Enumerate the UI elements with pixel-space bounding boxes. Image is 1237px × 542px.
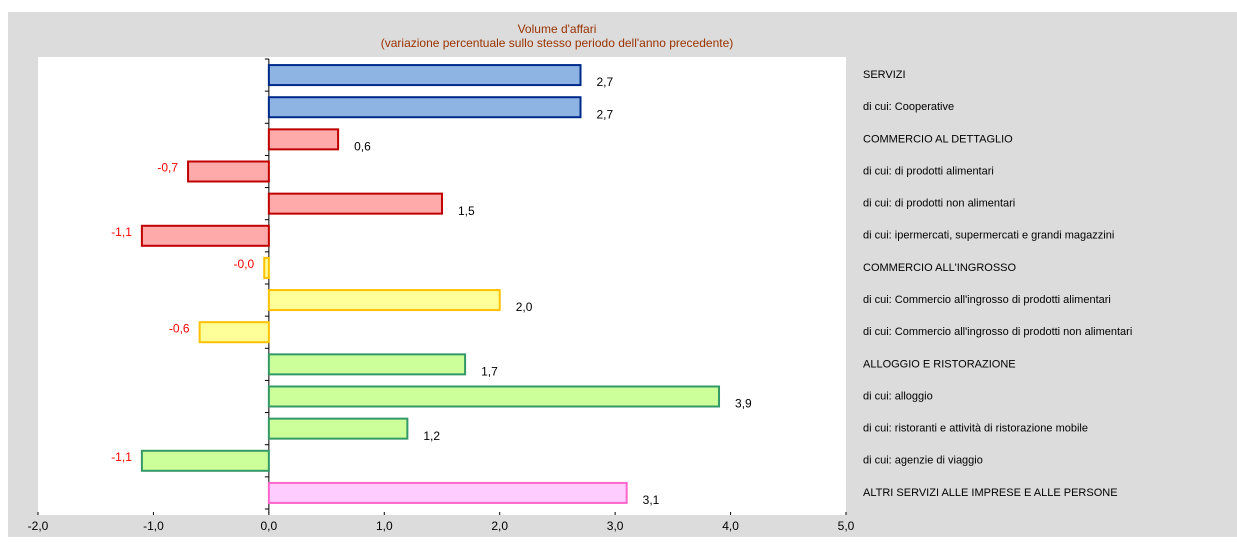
bar xyxy=(267,192,443,215)
bar xyxy=(198,321,270,344)
category-label: di cui: Commercio all'ingrosso di prodot… xyxy=(863,294,1111,306)
bar xyxy=(267,128,340,151)
x-tick-label: 0,0 xyxy=(261,519,278,533)
value-label: 1,5 xyxy=(458,204,475,218)
chart-title: Volume d'affari xyxy=(518,22,597,36)
category-label: di cui: ipermercati, supermercati e gran… xyxy=(863,230,1114,242)
value-label: -1,1 xyxy=(111,225,132,239)
x-tick-label: 1,0 xyxy=(376,519,393,533)
bar xyxy=(267,353,467,376)
category-label: ALLOGGIO E RISTORAZIONE xyxy=(863,358,1016,370)
category-label: di cui: alloggio xyxy=(863,390,933,402)
bar xyxy=(267,417,409,440)
x-tick-label: -2,0 xyxy=(28,519,49,533)
bar xyxy=(263,256,270,279)
category-label: di cui: Cooperative xyxy=(863,101,954,113)
value-label: 2,0 xyxy=(516,300,533,314)
value-label: 0,6 xyxy=(354,140,371,154)
category-label: di cui: ristoranti e attività di ristora… xyxy=(863,423,1088,435)
bar xyxy=(267,64,582,87)
value-label: 1,2 xyxy=(423,429,440,443)
value-label: 2,7 xyxy=(597,75,614,89)
plot-area xyxy=(38,57,846,515)
bar xyxy=(267,481,628,504)
category-label: ALTRI SERVIZI ALLE IMPRESE E ALLE PERSON… xyxy=(863,487,1118,499)
category-label: COMMERCIO ALL'INGROSSO xyxy=(863,262,1017,274)
bar xyxy=(140,224,270,247)
bar xyxy=(140,449,270,472)
category-label: di cui: Commercio all'ingrosso di prodot… xyxy=(863,326,1132,338)
value-label: -0,7 xyxy=(157,161,178,175)
x-tick-label: 5,0 xyxy=(838,519,855,533)
value-label: 3,1 xyxy=(643,493,660,507)
category-label: di cui: di prodotti non alimentari xyxy=(863,198,1015,210)
chart-subtitle: (variazione percentuale sullo stesso per… xyxy=(381,36,734,50)
value-label: -0,0 xyxy=(234,257,255,271)
x-tick-label: 4,0 xyxy=(722,519,739,533)
value-label: -1,1 xyxy=(111,450,132,464)
category-label: COMMERCIO AL DETTAGLIO xyxy=(863,133,1013,145)
category-label: SERVIZI xyxy=(863,69,906,81)
value-label: -0,6 xyxy=(169,321,190,335)
value-label: 2,7 xyxy=(597,107,614,121)
bar xyxy=(187,160,270,183)
bar xyxy=(267,96,582,119)
value-label: 1,7 xyxy=(481,365,498,379)
category-label: di cui: agenzie di viaggio xyxy=(863,455,983,467)
x-tick-label: -1,0 xyxy=(143,519,164,533)
x-tick-label: 2,0 xyxy=(491,519,508,533)
bar xyxy=(267,289,501,312)
category-label: di cui: di prodotti alimentari xyxy=(863,165,994,177)
x-tick-label: 3,0 xyxy=(607,519,624,533)
bar xyxy=(267,385,721,408)
value-label: 3,9 xyxy=(735,397,752,411)
